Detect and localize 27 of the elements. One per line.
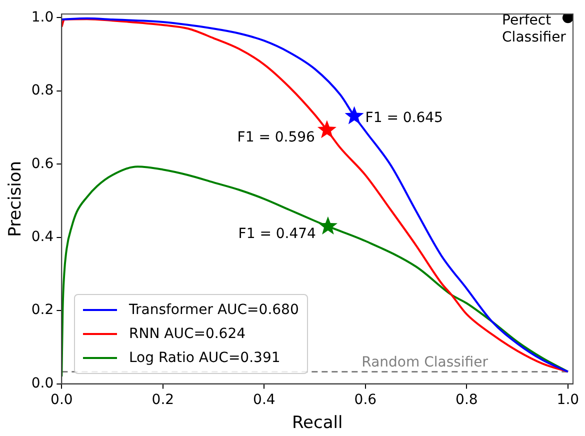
x-tick-label: 0.0 [50,392,73,408]
x-axis-title: Recall [292,413,343,434]
line-series [62,166,569,378]
x-tick-label: 1.0 [556,392,580,408]
ref-line-label: Random Classifier [362,354,488,370]
y-tick-label: 0.6 [31,156,54,172]
x-tick-label: 0.4 [253,392,276,408]
point [317,120,336,138]
y-tick-label: 0.0 [31,375,54,392]
point [344,106,364,124]
x-tick-label: 0.6 [354,392,377,408]
y-tick-label: 0.4 [31,228,54,245]
y-axis-title: Precision [6,160,26,237]
annotation: F1 = 0.645 [365,110,443,126]
y-tick-label: 1.0 [31,9,54,26]
annotation: F1 = 0.596 [237,130,316,146]
x-tick-label: 0.8 [456,392,478,408]
annotation: Perfect Classifier [502,12,566,46]
y-tick-label: 0.2 [31,302,54,318]
legend-label: Log Ratio AUC=0.391 [129,349,280,368]
point [562,14,573,24]
legend-label: Transformer AUC=0.680 [129,301,299,320]
annotation: F1 = 0.474 [238,226,316,242]
point [318,216,338,234]
legend-label: RNN AUC=0.624 [129,325,246,344]
y-tick-label: 0.8 [31,82,54,99]
x-tick-label: 0.2 [152,392,174,408]
